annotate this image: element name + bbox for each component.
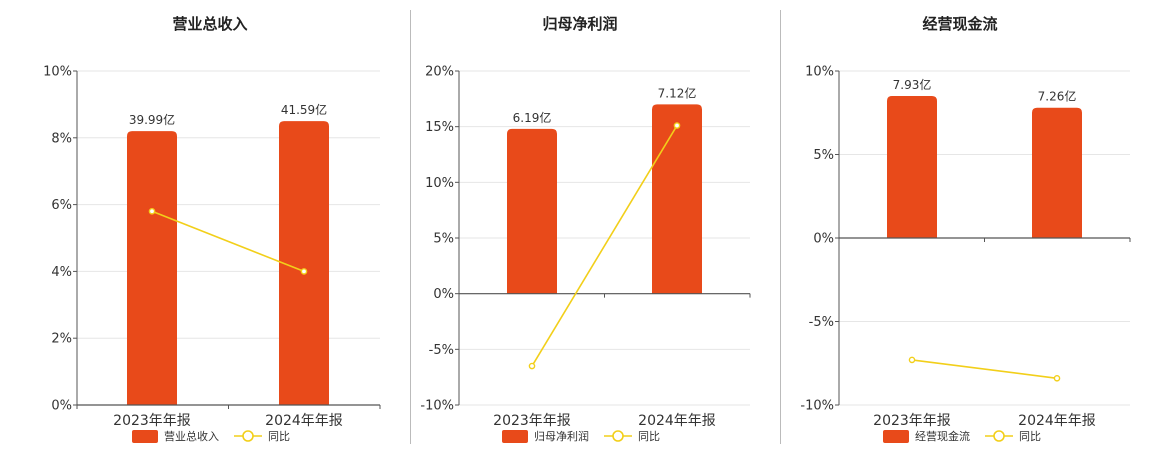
line-point	[1053, 374, 1061, 382]
y-tick-label: 20%	[425, 65, 454, 80]
legend-bar-label: 归母净利润	[534, 429, 589, 443]
legend-line-marker	[612, 430, 624, 442]
chart-title: 归母净利润	[542, 15, 617, 33]
category-label: 2023年年报	[113, 413, 191, 429]
line-point	[528, 362, 536, 370]
chart-title: 营业总收入	[172, 15, 247, 33]
y-tick-label: 10%	[425, 176, 454, 191]
legend-line-label: 同比	[268, 430, 290, 443]
legend-bar-swatch	[132, 430, 158, 443]
category-label: 2023年年报	[493, 413, 571, 429]
line-series	[911, 359, 1058, 380]
y-tick-label: -10%	[420, 399, 454, 414]
bar-value-label: 7.12亿	[658, 85, 697, 100]
chart-title: 经营现金流	[922, 15, 997, 33]
y-tick-label: 2%	[51, 332, 72, 347]
y-tick-label: -10%	[800, 399, 834, 414]
line-point	[673, 122, 681, 129]
bar	[127, 131, 177, 405]
legend-line-marker	[993, 430, 1005, 442]
bar	[279, 121, 329, 405]
category-label: 2023年年报	[873, 413, 951, 429]
y-tick-label: 5%	[433, 232, 454, 247]
bar	[652, 104, 702, 294]
category-label: 2024年年报	[1018, 413, 1096, 429]
y-tick-label: -5%	[429, 343, 454, 358]
y-tick-label: 0%	[813, 232, 834, 247]
bar-value-label: 7.93亿	[893, 77, 932, 92]
y-tick-label: -5%	[809, 315, 834, 330]
y-tick-label: 4%	[51, 265, 72, 280]
line-point	[300, 268, 308, 275]
bar-value-label: 41.59亿	[281, 102, 327, 117]
legend-line-marker	[242, 430, 254, 442]
bar-value-label: 6.19亿	[513, 110, 552, 125]
legend-bar-swatch	[883, 430, 909, 443]
category-label: 2024年年报	[638, 413, 716, 429]
bar	[507, 128, 557, 294]
y-tick-label: 15%	[425, 120, 454, 135]
line-series	[531, 125, 678, 367]
legend-line-label: 同比	[1019, 430, 1041, 443]
bar	[887, 96, 937, 238]
y-tick-label: 10%	[43, 65, 72, 80]
legend-bar-swatch	[502, 430, 528, 443]
y-tick-label: 0%	[433, 287, 454, 302]
y-tick-label: 8%	[51, 131, 72, 146]
y-tick-label: 6%	[51, 198, 72, 213]
y-tick-label: 5%	[813, 148, 834, 163]
y-tick-label: 0%	[51, 399, 72, 414]
line-series	[151, 210, 305, 273]
bar-value-label: 7.26亿	[1038, 89, 1077, 104]
y-tick-label: 10%	[805, 65, 834, 80]
legend-bar-label: 营业总收入	[164, 429, 219, 443]
bar-value-label: 39.99亿	[129, 112, 175, 127]
category-label: 2024年年报	[265, 413, 343, 429]
legend-bar-label: 经营现金流	[915, 429, 970, 443]
line-point	[148, 207, 156, 215]
bar	[1032, 107, 1082, 239]
line-point	[908, 356, 916, 364]
legend-line-label: 同比	[638, 430, 660, 443]
